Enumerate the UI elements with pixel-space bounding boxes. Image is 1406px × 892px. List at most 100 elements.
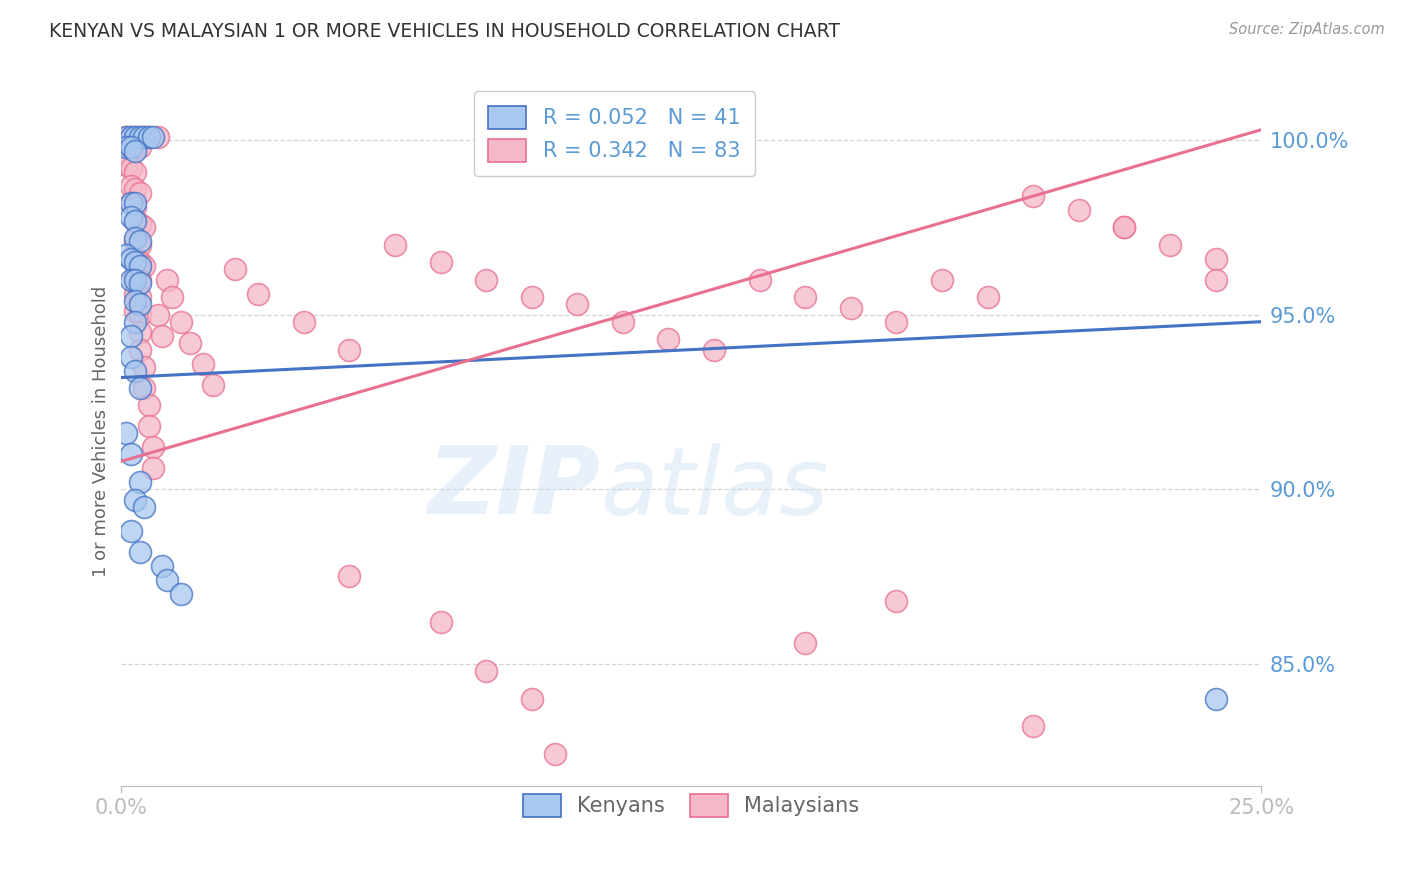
Point	[124, 255, 146, 269]
Point	[124, 235, 146, 249]
Point	[543, 747, 565, 762]
Point	[142, 440, 165, 454]
Point	[1205, 252, 1227, 266]
Point	[1022, 189, 1045, 203]
Point	[115, 129, 138, 144]
Point	[170, 315, 193, 329]
Point	[124, 200, 146, 214]
Point	[124, 164, 146, 178]
Point	[124, 252, 146, 266]
Point	[120, 129, 142, 144]
Point	[128, 545, 150, 559]
Point	[839, 301, 862, 315]
Point	[124, 286, 146, 301]
Point	[193, 357, 215, 371]
Point	[120, 129, 142, 144]
Point	[134, 360, 156, 375]
Point	[128, 277, 150, 291]
Point	[124, 273, 146, 287]
Point	[124, 140, 146, 154]
Point	[567, 297, 589, 311]
Point	[120, 196, 142, 211]
Point	[124, 129, 146, 144]
Point	[475, 273, 498, 287]
Point	[1114, 220, 1136, 235]
Point	[115, 140, 138, 154]
Point	[128, 475, 150, 490]
Point	[134, 129, 156, 144]
Point	[794, 290, 817, 304]
Point	[124, 363, 146, 377]
Point	[1159, 238, 1181, 252]
Point	[152, 559, 174, 574]
Point	[124, 492, 146, 507]
Point	[120, 196, 142, 211]
Point	[120, 328, 142, 343]
Point	[128, 238, 150, 252]
Point	[612, 315, 634, 329]
Point	[138, 419, 160, 434]
Point	[120, 140, 142, 154]
Point	[128, 290, 150, 304]
Point	[138, 129, 160, 144]
Point	[124, 293, 146, 308]
Point	[128, 129, 150, 144]
Point	[128, 186, 150, 200]
Point	[748, 273, 770, 287]
Point	[120, 447, 142, 461]
Text: ZIP: ZIP	[427, 442, 600, 534]
Point	[120, 140, 142, 154]
Y-axis label: 1 or more Vehicles in Household: 1 or more Vehicles in Household	[93, 286, 110, 577]
Point	[1067, 202, 1090, 217]
Point	[142, 129, 165, 144]
Point	[134, 129, 156, 144]
Point	[247, 286, 270, 301]
Point	[120, 210, 142, 224]
Point	[160, 290, 183, 304]
Point	[1022, 719, 1045, 733]
Legend: Kenyans, Malaysians: Kenyans, Malaysians	[515, 786, 868, 825]
Point	[156, 273, 179, 287]
Point	[931, 273, 953, 287]
Point	[337, 569, 360, 583]
Point	[1205, 273, 1227, 287]
Point	[1205, 691, 1227, 706]
Point	[976, 290, 998, 304]
Point	[124, 144, 146, 158]
Point	[138, 129, 160, 144]
Point	[128, 140, 150, 154]
Point	[170, 587, 193, 601]
Point	[124, 182, 146, 196]
Point	[475, 664, 498, 678]
Point	[886, 315, 908, 329]
Text: Source: ZipAtlas.com: Source: ZipAtlas.com	[1229, 22, 1385, 37]
Point	[128, 259, 150, 273]
Point	[292, 315, 315, 329]
Point	[886, 594, 908, 608]
Point	[124, 129, 146, 144]
Point	[124, 315, 146, 329]
Point	[124, 196, 146, 211]
Point	[128, 255, 150, 269]
Point	[152, 328, 174, 343]
Point	[128, 273, 150, 287]
Point	[138, 399, 160, 413]
Point	[520, 290, 543, 304]
Point	[115, 248, 138, 262]
Point	[1114, 220, 1136, 235]
Point	[703, 343, 725, 357]
Point	[201, 377, 224, 392]
Point	[156, 573, 179, 587]
Point	[124, 213, 146, 227]
Text: atlas: atlas	[600, 442, 828, 533]
Point	[120, 161, 142, 176]
Point	[520, 691, 543, 706]
Point	[179, 335, 201, 350]
Point	[384, 238, 406, 252]
Point	[115, 129, 138, 144]
Point	[120, 178, 142, 193]
Point	[146, 129, 169, 144]
Point	[120, 524, 142, 538]
Point	[128, 297, 150, 311]
Point	[134, 381, 156, 395]
